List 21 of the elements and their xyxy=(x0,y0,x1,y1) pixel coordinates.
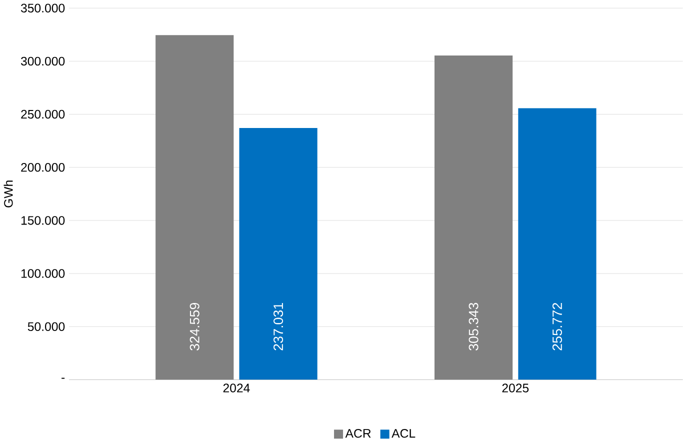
bar xyxy=(239,128,318,380)
y-tick-label: 350.000 xyxy=(20,4,65,13)
data-label: 255.772 xyxy=(552,303,562,350)
y-axis-title: GWh xyxy=(4,180,13,208)
y-tick-label: 50.000 xyxy=(28,322,65,332)
y-tick-label: 300.000 xyxy=(20,56,65,66)
y-tick-label: 200.000 xyxy=(21,163,65,172)
y-tick-label: 250.000 xyxy=(21,110,65,119)
y-tick-label: 100.000 xyxy=(21,269,65,278)
legend-label: ACR xyxy=(345,429,371,438)
x-tick-label: 2025 xyxy=(502,384,529,393)
legend-label: ACL xyxy=(392,429,416,438)
y-tick-label: 150.000 xyxy=(21,216,65,225)
bar xyxy=(518,108,596,380)
x-tick-label: 2024 xyxy=(223,384,250,393)
bar xyxy=(156,35,234,380)
y-tick-label: - xyxy=(62,378,65,379)
data-label: 324.559 xyxy=(190,303,200,351)
data-label: 305.343 xyxy=(468,303,478,351)
bar xyxy=(434,56,513,380)
data-label: 237.031 xyxy=(274,303,284,350)
